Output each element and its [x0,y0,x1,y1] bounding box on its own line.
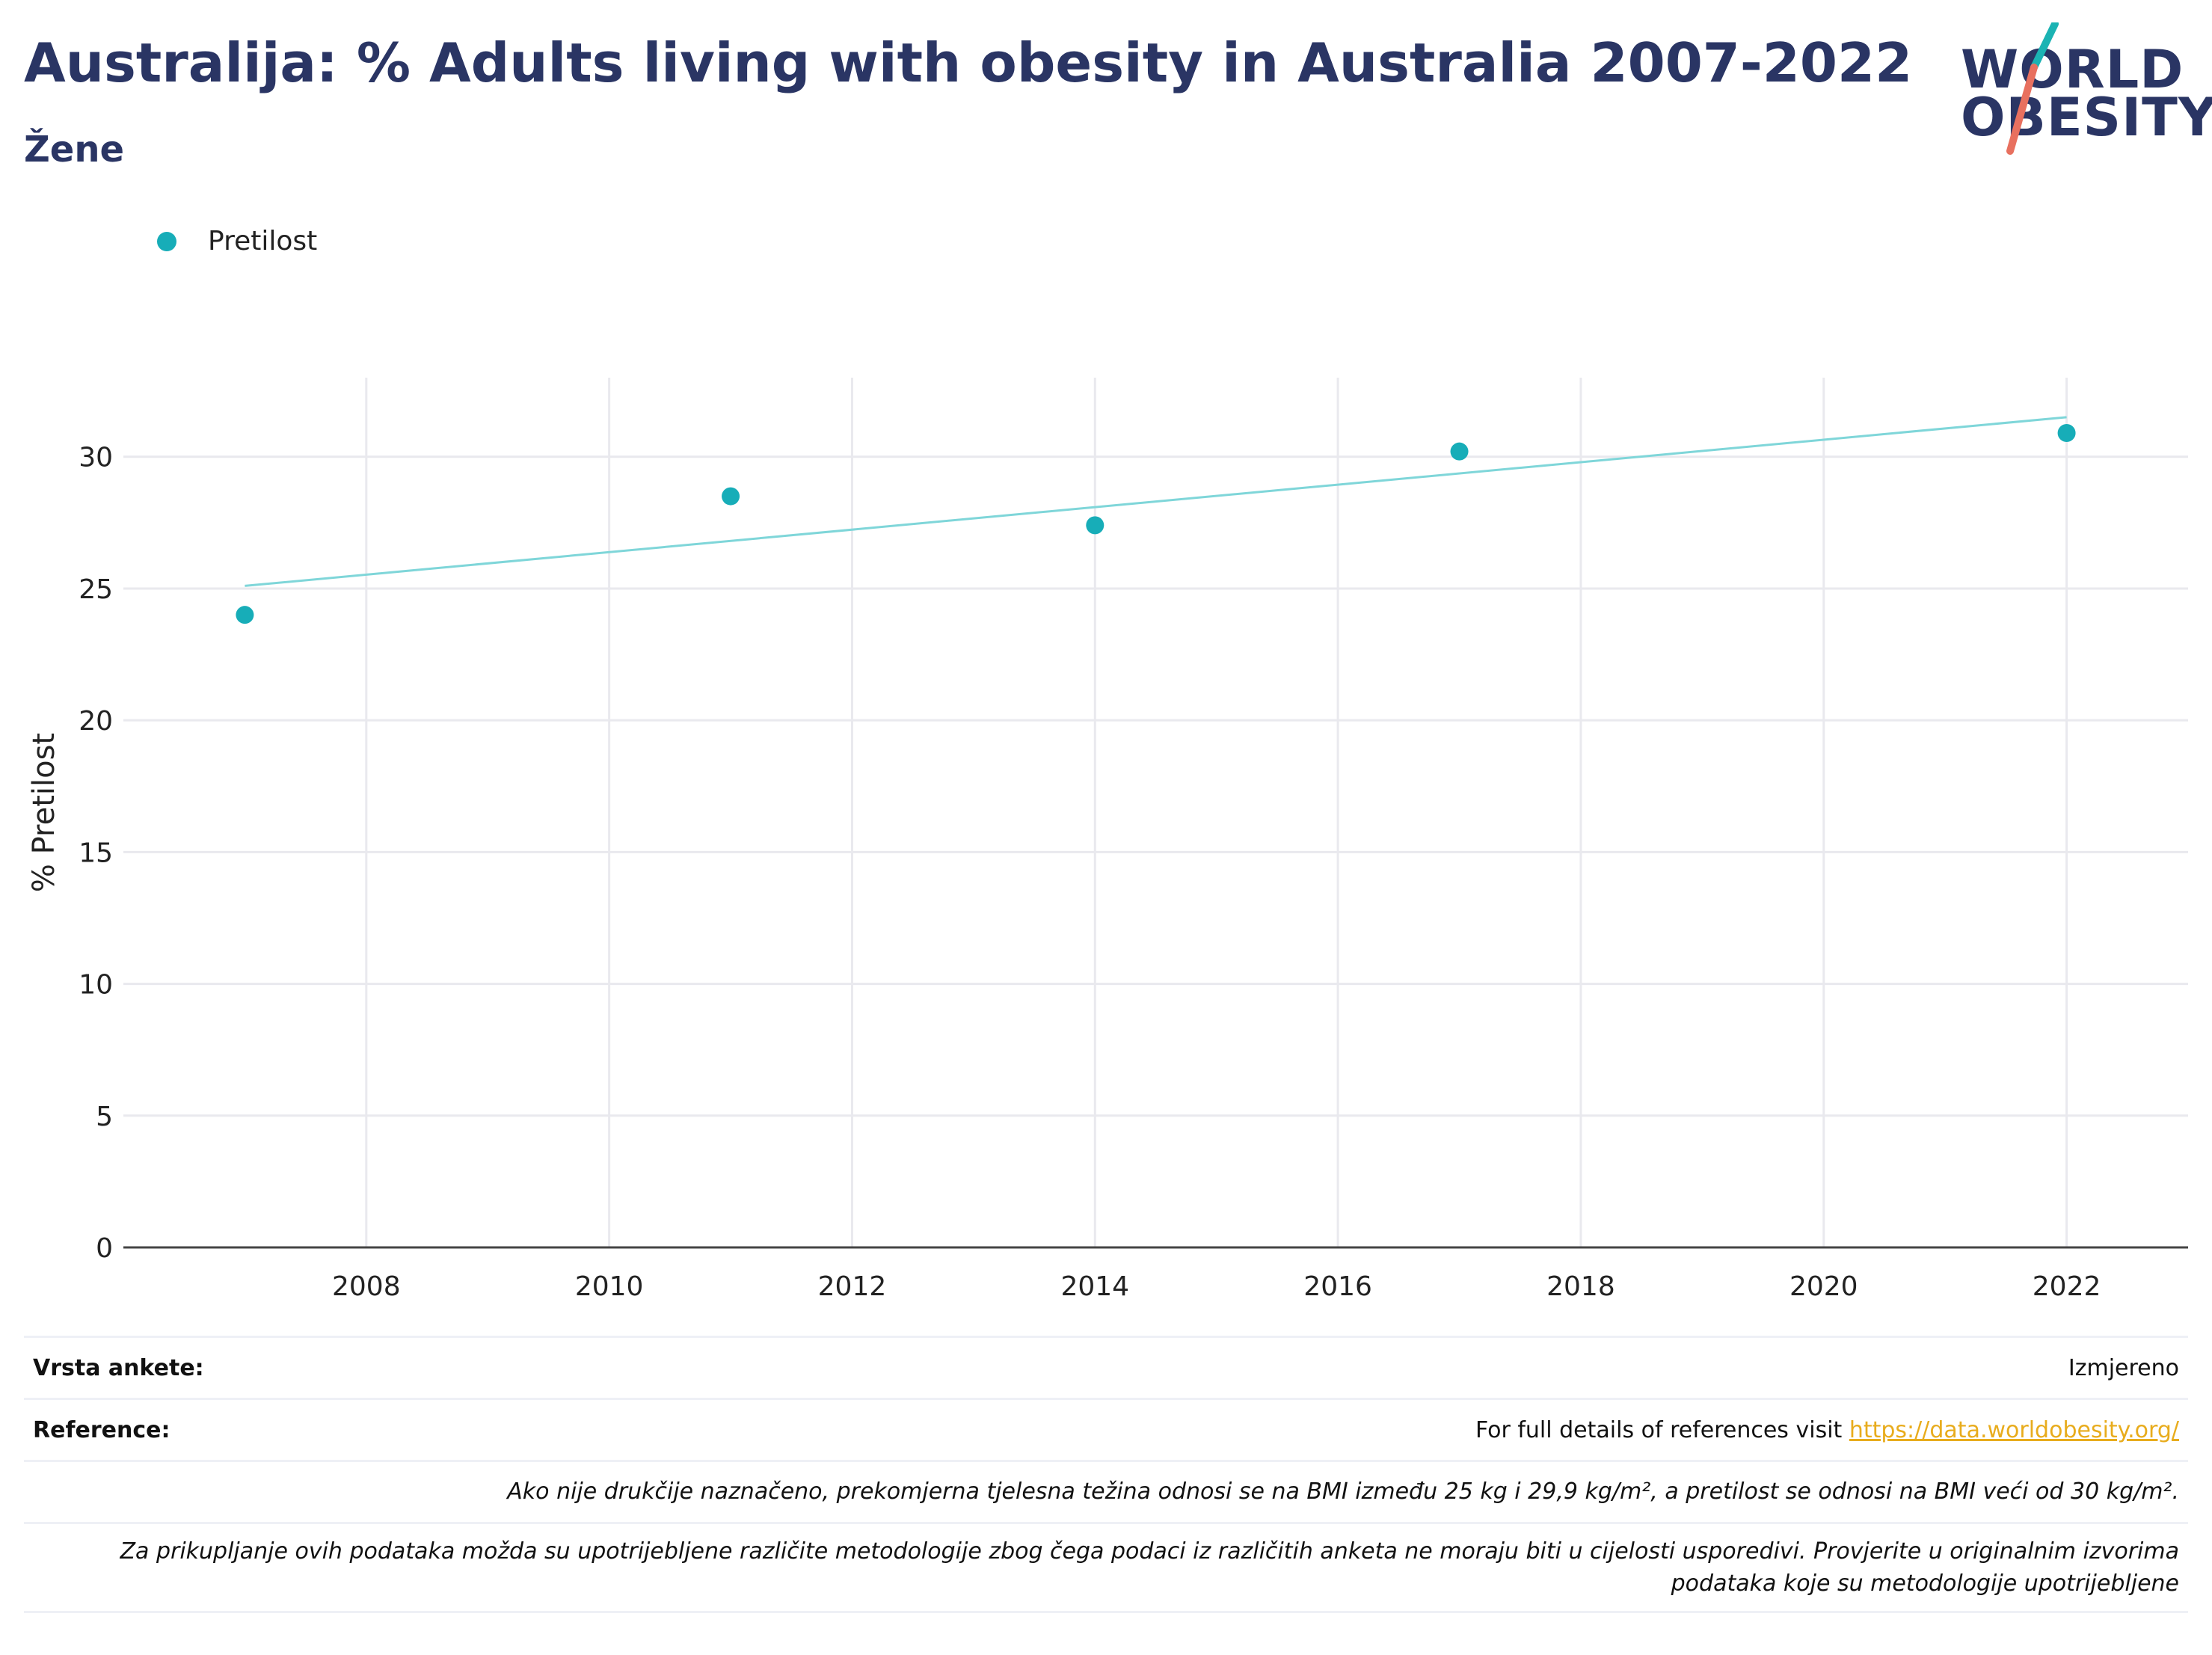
y-tick-label: 20 [79,706,113,737]
scatter-chart: 2008 2010 2012 2014 2016 2018 2020 2022 0 5 10 15 20… [27,378,2188,1302]
x-tick-label: 2022 [2033,1271,2101,1302]
y-tick-label: 30 [79,443,113,473]
footer-row-note-methodology: Za prikupljanje ovih podataka možda su u… [24,1522,2188,1613]
x-tick-label: 2016 [1303,1271,1372,1302]
data-point [1450,442,1469,461]
footer-row-note-bmi: Ako nije drukčije naznačeno, prekomjerna… [24,1460,2188,1522]
x-tick-label: 2020 [1789,1271,1858,1302]
reference-value: For full details of references visit htt… [1475,1417,2179,1443]
chart-title: Australija: % Adults living with obesity… [24,31,1913,94]
reference-link[interactable]: https://data.worldobesity.org/ [1849,1416,2179,1443]
data-point [1086,516,1105,535]
y-axis-title: % Pretilost [27,733,61,892]
y-tick-label: 25 [79,574,113,605]
x-tick-label: 2010 [575,1271,644,1302]
y-tick-label: 0 [96,1233,113,1264]
x-tick-label: 2012 [818,1271,887,1302]
legend-label: Pretilost [208,226,318,257]
trend-line [245,416,2067,587]
survey-type-label: Vrsta ankete: [33,1354,204,1381]
x-tick-label: 2008 [332,1271,401,1302]
chart-footer: Vrsta ankete: Izmjereno Reference: For f… [24,1336,2188,1613]
reference-label: Reference: [33,1416,170,1443]
y-tick-label: 15 [79,838,113,868]
methodology-note: Za prikupljanje ovih podataka možda su u… [120,1538,2179,1597]
chart-subtitle: Žene [24,129,125,171]
footer-row-reference: Reference: For full details of reference… [24,1398,2188,1460]
y-tick-label: 5 [96,1102,113,1132]
logo-word-world: WORLD [1961,39,2184,100]
y-tick-label: 10 [79,970,113,1001]
bmi-definition-note: Ako nije drukčije naznačeno, prekomjerna… [507,1479,2179,1505]
survey-type-value: Izmjereno [2068,1354,2179,1381]
data-point [2057,424,2076,443]
reference-text: For full details of references visit [1475,1416,1849,1443]
data-point [722,487,740,506]
footer-row-survey: Vrsta ankete: Izmjereno [24,1336,2188,1398]
x-tick-label: 2018 [1546,1271,1615,1302]
legend[interactable]: Pretilost [157,226,317,257]
logo-slash-icon [2006,22,2059,155]
world-obesity-logo: WORLD OBESITY [1950,22,2212,157]
logo-word-obesity: OBESITY [1961,87,2212,148]
x-tick-label: 2014 [1060,1271,1129,1302]
data-point [236,606,254,624]
legend-marker [157,231,176,251]
